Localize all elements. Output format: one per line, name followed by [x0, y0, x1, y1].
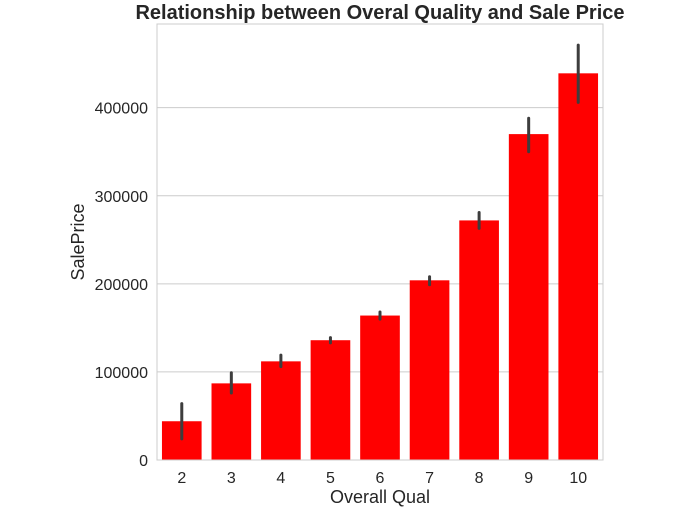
bar-10 [558, 73, 599, 460]
x-tick-label: 7 [425, 470, 434, 487]
bar-9 [508, 134, 549, 460]
bar-4 [261, 361, 301, 460]
bar-8 [459, 220, 499, 460]
x-tick-label: 2 [177, 470, 186, 487]
x-tick-label: 4 [276, 470, 285, 487]
x-tick-label: 5 [326, 470, 335, 487]
bar-3 [211, 383, 252, 460]
y-tick-label: 100000 [95, 365, 148, 382]
y-axis-label: SalePrice [68, 203, 88, 280]
error-bars [180, 43, 580, 441]
y-tick-label: 300000 [95, 189, 148, 206]
plot-frame [156, 23, 604, 461]
y-tick-label: 0 [139, 453, 148, 470]
bars [161, 73, 599, 460]
x-tick-labels: 2 3 4 5 6 7 8 9 10 [177, 470, 587, 487]
y-tick-labels: 0 100000 200000 300000 400000 [95, 101, 148, 470]
x-tick-label: 3 [227, 470, 236, 487]
bar-6 [360, 315, 400, 460]
x-axis-label: Overall Qual [330, 487, 430, 507]
y-tick-label: 200000 [95, 277, 148, 294]
x-tick-label: 6 [376, 470, 385, 487]
bar-5 [310, 340, 351, 460]
x-tick-label: 8 [475, 470, 484, 487]
x-tick-label: 9 [524, 470, 533, 487]
bar-7 [409, 280, 450, 460]
y-tick-label: 400000 [95, 101, 148, 118]
chart-title: Relationship between Overal Quality and … [135, 2, 624, 24]
x-tick-label: 10 [569, 470, 587, 487]
